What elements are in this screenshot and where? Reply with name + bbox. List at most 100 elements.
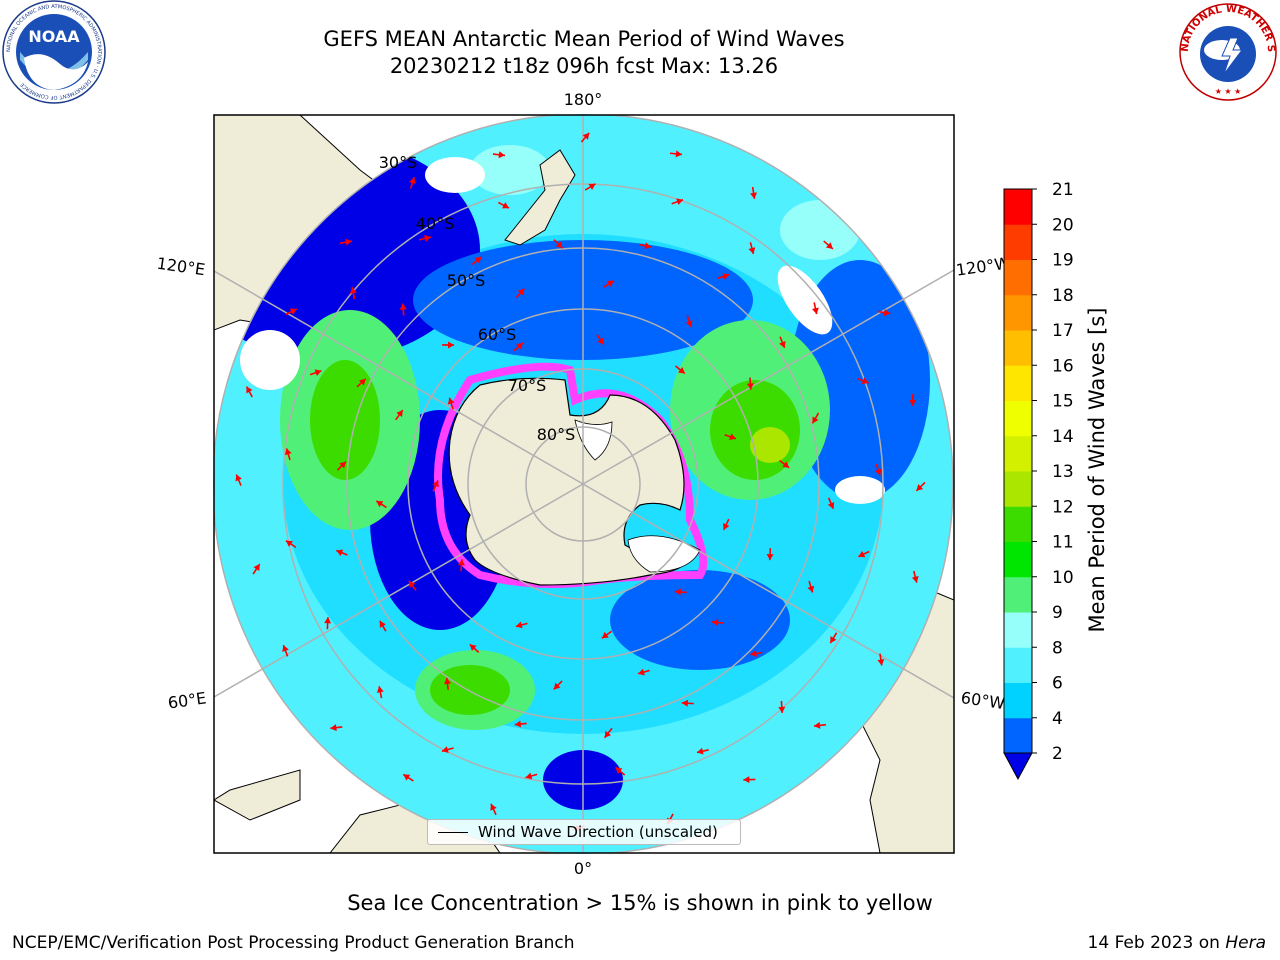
legend-line-swatch (438, 832, 468, 833)
wave-arrow-head (336, 549, 344, 557)
wave-arrow-head (723, 523, 730, 530)
lon-label-0: 0° (574, 859, 592, 878)
lat-label-30s: 30°S (379, 153, 418, 172)
wave-arrow-head (588, 183, 596, 190)
lon-label-180: 180° (564, 90, 603, 109)
wave-arrow-head (432, 480, 439, 488)
colorbar-tick-label: 9 (1052, 603, 1063, 623)
wave-arrow-head (282, 645, 289, 652)
legend-label: Wind Wave Direction (unscaled) (478, 823, 718, 841)
colorbar-under-arrow (1003, 752, 1033, 781)
wave-arrow-head (399, 303, 407, 310)
noaa-logo: NOAA NATIONAL OCEANIC AND ATMOSPHERIC AD… (2, 0, 106, 104)
colorbar-segment (1004, 400, 1032, 437)
colorbar-segment (1004, 294, 1032, 331)
wave-arrow-head (514, 720, 522, 728)
wave-arrow-head (235, 474, 242, 482)
colorbar: 2 4 6 8 9 10 11 12 13 14 15 16 17 18 19 20 21 (1003, 180, 1074, 781)
colorbar-tick-label: 21 (1052, 180, 1074, 200)
date-text: 14 Feb 2023 on (1087, 933, 1220, 953)
wave-arrow-head (877, 659, 885, 666)
wave-arrow-head (604, 730, 612, 738)
colorbar-segment (1004, 224, 1032, 260)
lon-label-120e: 120°E (156, 254, 207, 280)
lat-label-40s: 40°S (416, 214, 455, 233)
wave-arrow-head (448, 341, 455, 349)
wave-arrow-head (807, 585, 815, 593)
wave-arrow-head (685, 320, 693, 327)
colorbar-label: Mean Period of Wind Waves [s] (1085, 308, 1109, 633)
wave-arrow-head (861, 377, 869, 385)
wave-arrow-head (324, 617, 332, 624)
wave-arrow-head (779, 340, 786, 348)
wave-arrow-head (676, 198, 684, 206)
wave-arrow-head (826, 242, 833, 249)
wave-arrow-head (858, 550, 866, 558)
colorbar-segment (1004, 717, 1032, 754)
colorbar-tick-label: 12 (1052, 497, 1074, 517)
wave-arrow-head (474, 256, 482, 264)
wave-arrow-head (601, 631, 609, 639)
wave-arrow-head (644, 242, 652, 250)
wave-arrow-head (345, 238, 352, 246)
wave-arrow-head (607, 280, 614, 287)
wave-arrow-head (677, 367, 685, 374)
wave-arrow-head (883, 309, 891, 317)
colorbar-segment (1004, 365, 1032, 401)
wave-arrow-head (502, 202, 509, 209)
wave-arrow-head (811, 307, 819, 315)
lat-label-70s: 70°S (508, 376, 547, 395)
wave-arrow-head (778, 706, 786, 713)
wave-arrow-head (358, 378, 366, 386)
wave-arrow-head (722, 273, 730, 280)
lon-label-120w: 120°W (955, 253, 1012, 279)
svg-text:NOAA: NOAA (28, 27, 80, 46)
colorbar-tick-label: 20 (1052, 215, 1074, 235)
wind-wave-arrows (235, 132, 926, 832)
colorbar-tick-label: 15 (1052, 392, 1074, 412)
wave-arrow-head (447, 397, 455, 405)
wave-arrow-head (553, 682, 561, 690)
wave-arrow-head (696, 747, 704, 755)
ice-shelf-weddell (627, 535, 701, 573)
wave-arrow-head (525, 772, 533, 780)
wave-arrow-head (638, 668, 645, 676)
wave-arrow-head (498, 151, 505, 159)
wave-arrow-head (379, 620, 386, 628)
lat-label-60s: 60°S (478, 325, 517, 344)
wave-arrow-head (729, 433, 736, 441)
wave-arrow-head (911, 575, 919, 583)
wave-arrow-head (814, 721, 821, 729)
wave-arrow-head (766, 554, 774, 561)
colorbar-segment (1004, 682, 1032, 719)
colorbar-segment (1004, 541, 1032, 578)
wave-arrow-head (711, 619, 719, 627)
lat-label-50s: 50°S (447, 271, 486, 290)
date-line: 14 Feb 2023 on Hera (1088, 933, 1266, 953)
colorbar-tick-label: 4 (1052, 709, 1063, 729)
map-title: GEFS MEAN Antarctic Mean Period of Wind … (323, 27, 845, 51)
wave-arrow-head (396, 410, 403, 418)
colorbar-segment (1004, 189, 1032, 225)
map-subtitle: 20230212 t18z 096h fcst Max: 13.26 (389, 54, 779, 78)
colorbar-tick-label: 11 (1052, 533, 1074, 553)
wave-arrow-head (827, 501, 835, 509)
colorbar-segment (1004, 330, 1032, 366)
wave-arrow-head (457, 559, 465, 566)
wave-arrow-head (330, 724, 337, 732)
wave-arrow-head (750, 650, 757, 657)
wave-arrow-head (909, 399, 917, 406)
colorbar-tick-label: 13 (1052, 462, 1074, 482)
colorbar-segment (1004, 612, 1032, 648)
wave-arrow-head (284, 448, 292, 456)
wave-arrow-head (253, 564, 260, 571)
nws-logo: NATIONAL WEATHER SERVICE ★ ★ ★ (1178, 2, 1277, 101)
wave-arrow-head (469, 644, 477, 651)
colorbar-segment (1004, 576, 1032, 613)
wave-arrow-head (408, 580, 416, 588)
wave-arrow-head (615, 767, 623, 774)
sea-ice-note: Sea Ice Concentration > 15% is shown in … (347, 891, 933, 915)
wave-arrow-head (748, 247, 756, 254)
wave-arrow-head (681, 699, 689, 707)
wave-arrow-head (746, 383, 754, 390)
